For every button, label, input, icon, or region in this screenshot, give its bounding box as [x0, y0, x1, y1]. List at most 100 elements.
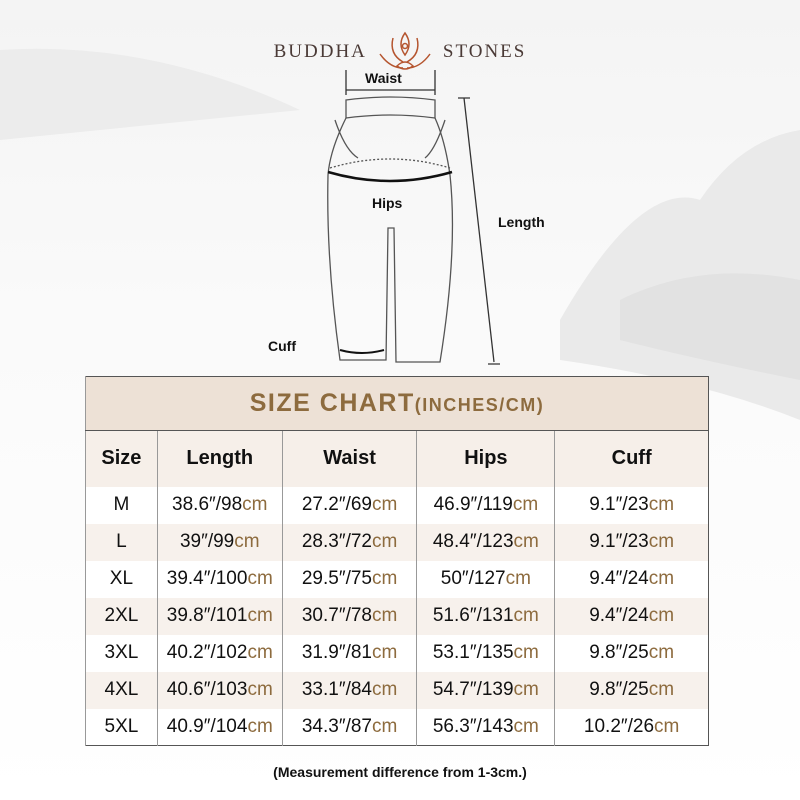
measurement-value: 50″/127 [440, 568, 506, 589]
table-row: XL 39.4″/100cm 29.5″/75cm 50″/127cm 9.4″/24c… [85, 560, 709, 598]
measurement-cell: 34.3″/87cm [281, 708, 417, 746]
brand-name-right: STONES [442, 41, 527, 62]
size-chart-table: SIZE CHART(INCHES/CM) Size Length Waist Hip… [85, 376, 709, 746]
measurement-value: 9.4″/24 [589, 605, 649, 626]
measurement-value: 54.7″/139 [432, 679, 514, 700]
measurement-cell: 39.4″/100cm [156, 560, 283, 598]
unit-label: cm [371, 568, 398, 589]
unit-label: cm [513, 642, 539, 663]
measurement-value: 9.8″/25 [589, 642, 649, 663]
unit-label: cm [234, 531, 260, 552]
measurement-cell: 9.4″/24cm [554, 560, 709, 598]
unit-label: cm [648, 531, 675, 552]
measurement-value: 39″/99 [179, 531, 235, 552]
unit-label: cm [371, 642, 398, 663]
measurement-cell: 9.1″/23cm [554, 486, 709, 524]
measurement-cell: 28.3″/72cm [281, 523, 417, 561]
unit-label: cm [247, 679, 273, 700]
unit-label: cm [513, 605, 539, 626]
measurement-value: 30.7″/78 [301, 605, 372, 626]
measurement-cell: 10.2″/26cm [554, 708, 709, 746]
unit-label: cm [648, 494, 675, 515]
table-row: L 39″/99cm 28.3″/72cm 48.4″/123cm 9.1″/23cm [85, 523, 709, 561]
measurement-cell: 29.5″/75cm [281, 560, 417, 598]
table-row: M 38.6″/98cm 27.2″/69cm 46.9″/119cm 9.1″/23c… [85, 486, 709, 524]
waist-label: Waist [365, 70, 402, 86]
measurement-value: 40.2″/102 [166, 642, 248, 663]
unit-label: cm [371, 715, 398, 737]
measurement-value: 9.1″/23 [589, 494, 649, 515]
size-cell: 3XL [85, 634, 158, 672]
measurement-cell: 39.8″/101cm [156, 597, 283, 635]
measurement-value: 51.6″/131 [432, 605, 514, 626]
measurement-value: 9.1″/23 [589, 531, 649, 552]
table-row: 4XL 40.6″/103cm 33.1″/84cm 54.7″/139cm 9.8″/… [85, 671, 709, 709]
unit-label: cm [247, 605, 273, 626]
column-header: Waist [281, 430, 417, 487]
measurement-value: 40.6″/103 [166, 679, 248, 700]
measurement-cell: 9.4″/24cm [554, 597, 709, 635]
unit-label: cm [242, 494, 268, 515]
brand-logo: BUDDHA STONES [0, 30, 800, 74]
measurement-cell: 33.1″/84cm [281, 671, 417, 709]
measurement-cell: 40.9″/104cm [156, 708, 283, 746]
unit-label: cm [371, 605, 398, 626]
measurement-value: 39.4″/100 [166, 568, 248, 589]
unit-label: cm [648, 605, 675, 626]
size-chart-title: SIZE CHART(INCHES/CM) [85, 376, 709, 431]
measurement-cell: 50″/127cm [416, 560, 555, 598]
measurement-value: 27.2″/69 [301, 494, 372, 515]
unit-label: cm [648, 568, 675, 589]
size-cell: 5XL [85, 708, 158, 746]
measurement-cell: 48.4″/123cm [416, 523, 555, 561]
measurement-value: 53.1″/135 [432, 642, 514, 663]
unit-label: cm [371, 679, 398, 700]
size-cell: 4XL [85, 671, 158, 709]
measurement-value: 46.9″/119 [433, 494, 513, 515]
brand-name-left: BUDDHA [273, 41, 367, 62]
column-header: Length [156, 430, 283, 487]
measurement-cell: 46.9″/119cm [416, 486, 555, 524]
measurement-cell: 40.2″/102cm [156, 634, 283, 672]
unit-label: cm [648, 679, 675, 700]
column-header: Hips [416, 430, 555, 487]
measurement-cell: 54.7″/139cm [416, 671, 555, 709]
measurement-value: 34.3″/87 [301, 715, 372, 737]
unit-label: cm [512, 494, 539, 515]
unit-label: cm [247, 568, 273, 589]
measurement-value: 33.1″/84 [301, 679, 372, 700]
table-row: 2XL 39.8″/101cm 30.7″/78cm 51.6″/131cm 9.4″/… [85, 597, 709, 635]
size-cell: 2XL [85, 597, 158, 635]
measurement-value: 56.3″/143 [432, 715, 514, 737]
measurement-value: 9.8″/25 [589, 679, 649, 700]
measurement-value: 39.8″/101 [166, 605, 248, 626]
measurement-value: 40.9″/104 [166, 715, 248, 737]
measurement-cell: 9.8″/25cm [554, 634, 709, 672]
measurement-cell: 56.3″/143cm [416, 708, 555, 746]
measurement-cell: 51.6″/131cm [416, 597, 555, 635]
cuff-label: Cuff [268, 338, 296, 354]
measurement-value: 48.4″/123 [432, 531, 514, 552]
unit-label: cm [513, 679, 539, 700]
size-cell: XL [85, 560, 158, 598]
size-cell: M [85, 486, 158, 524]
measurement-cell: 9.1″/23cm [554, 523, 709, 561]
measurement-cell: 40.6″/103cm [156, 671, 283, 709]
column-header: Size [85, 430, 158, 487]
measurement-value: 28.3″/72 [301, 531, 372, 552]
unit-label: cm [247, 642, 273, 663]
measurement-cell: 39″/99cm [156, 523, 283, 561]
unit-label: cm [371, 531, 398, 552]
unit-label: cm [247, 715, 273, 737]
measurement-value: 9.4″/24 [589, 568, 649, 589]
table-row: 3XL 40.2″/102cm 31.9″/81cm 53.1″/135cm 9.8″/… [85, 634, 709, 672]
hips-label: Hips [372, 195, 403, 211]
column-header: Cuff [554, 430, 709, 487]
unit-label: cm [654, 715, 680, 737]
unit-label: cm [505, 568, 531, 589]
unit-label: cm [648, 642, 675, 663]
unit-label: cm [513, 531, 539, 552]
unit-label: cm [371, 494, 398, 515]
